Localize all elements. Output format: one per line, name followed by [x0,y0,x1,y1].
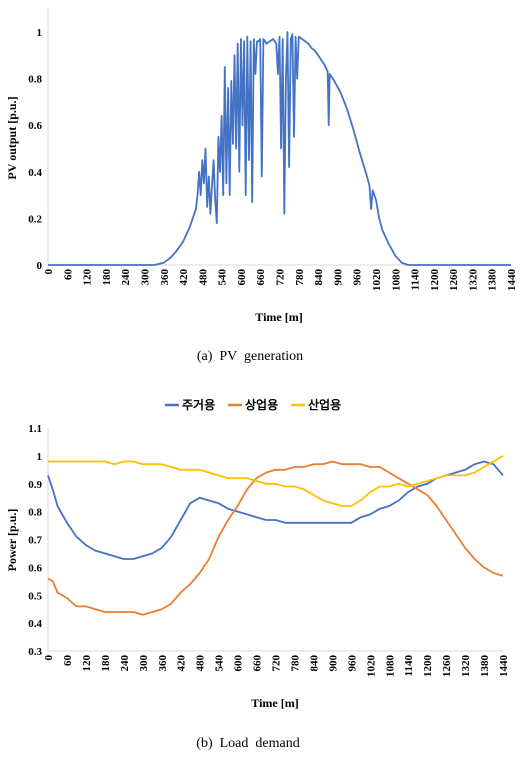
x-tick-label: 1200 [429,269,441,292]
x-tick-label: 660 [255,269,267,286]
x-tick-label: 0 [43,655,55,661]
x-tick-labels: 0 60 120 180 240 300 360 420 480 540 600 660 720 780 8… [43,269,518,292]
y-tick-label: 0.6 [28,120,42,132]
x-tick-label: 120 [82,269,94,286]
chart-caption: (b) Load demand [196,736,299,751]
x-tick-label: 900 [332,269,344,286]
pv-generation-chart: 0 0.2 0.4 0.6 0.8 1 0 60 120 180 240 300 360 420 480 5… [5,8,518,364]
x-tick-label: 480 [195,655,207,672]
x-tick-label: 1200 [422,655,434,678]
x-tick-label: 1320 [460,655,472,678]
y-tick-label: 0.4 [28,167,42,179]
x-tick-label: 60 [62,655,74,667]
x-tick-label: 240 [120,269,132,286]
x-tick-label: 1320 [467,269,479,292]
y-axis-title: Power [p.u.] [5,509,19,572]
x-tick-label: 1080 [390,269,402,292]
legend-label-series-1: 상업용 [245,397,278,412]
x-tick-label: 720 [275,269,287,286]
x-tick-label: 840 [308,655,320,672]
y-tick-label: 1.1 [28,423,42,435]
y-tick-label: 0.2 [28,213,42,225]
series-line-0 [48,31,511,266]
y-axis-title: PV output [p.u.] [5,96,19,179]
y-tick-label: 0.5 [28,590,42,602]
x-tick-label: 540 [214,655,226,672]
x-tick-label: 60 [62,269,74,281]
legend-label-series-0: 주거용 [182,397,215,412]
x-tick-label: 960 [346,655,358,672]
x-tick-label: 0 [43,269,55,275]
y-tick-label: 0.4 [28,618,42,630]
x-tick-label: 1260 [448,269,460,292]
x-tick-label: 720 [271,655,283,672]
x-tick-label: 420 [178,269,190,286]
x-tick-label: 600 [233,655,245,672]
x-tick-label: 1140 [410,269,422,291]
legend: 주거용 상업용 산업용 [165,397,341,412]
x-tick-label: 1140 [403,655,415,677]
x-tick-label: 1380 [487,269,499,292]
legend-label-series-2: 산업용 [308,397,341,412]
x-tick-label: 1440 [498,655,510,678]
chart-caption: (a) PV generation [197,349,303,364]
x-tick-label: 840 [313,269,325,286]
x-tick-label: 300 [139,269,151,286]
y-tick-label: 0 [37,260,43,272]
y-tick-label: 1 [37,27,43,39]
x-axis-title: Time [m] [255,310,302,324]
x-tick-label: 360 [157,655,169,672]
x-tick-label: 960 [352,269,364,286]
x-tick-label: 600 [236,269,248,286]
x-tick-label: 360 [159,269,171,286]
x-tick-label: 1260 [441,655,453,678]
series-line-1 [47,460,504,616]
y-tick-label: 0.9 [28,479,42,491]
y-tick-label: 0.7 [28,535,42,547]
x-tick-label: 540 [217,269,229,286]
x-tick-label: 1080 [384,655,396,678]
x-tick-label: 120 [81,655,93,672]
y-tick-label: 0.8 [28,74,42,86]
x-tick-label: 1020 [365,655,377,678]
y-tick-label: 1 [37,451,43,463]
x-tick-label: 1440 [506,269,518,292]
x-tick-label: 780 [289,655,301,672]
x-tick-label: 660 [252,655,264,672]
y-tick-label: 0.6 [28,562,42,574]
x-tick-label: 300 [138,655,150,672]
y-tick-labels: 0.3 0.4 0.5 0.6 0.7 0.8 0.9 1 1.1 [28,423,42,658]
x-tick-labels: 0 60 120 180 240 300 360 420 480 540 600 660 720 780 8… [43,655,510,678]
x-axis-title: Time [m] [251,696,298,710]
load-demand-chart: 주거용 상업용 산업용 0.3 0.4 0.5 0.6 0.7 0.8 0.9 1 1.1 0 6… [5,397,510,751]
x-tick-label: 1380 [479,655,491,678]
series-lines [47,455,504,616]
series-lines [48,31,511,266]
x-tick-label: 900 [327,655,339,672]
x-tick-label: 1020 [371,269,383,292]
y-tick-label: 0.8 [28,507,42,519]
x-tick-label: 240 [119,655,131,672]
x-tick-label: 180 [101,269,113,286]
x-tick-label: 780 [294,269,306,286]
y-tick-label: 0.3 [28,646,42,658]
x-tick-label: 420 [176,655,188,672]
series-line-2 [48,455,504,507]
series-line-0 [47,460,504,560]
x-tick-label: 480 [197,269,209,286]
x-tick-label: 180 [100,655,112,672]
y-tick-labels: 0 0.2 0.4 0.6 0.8 1 [28,27,42,272]
